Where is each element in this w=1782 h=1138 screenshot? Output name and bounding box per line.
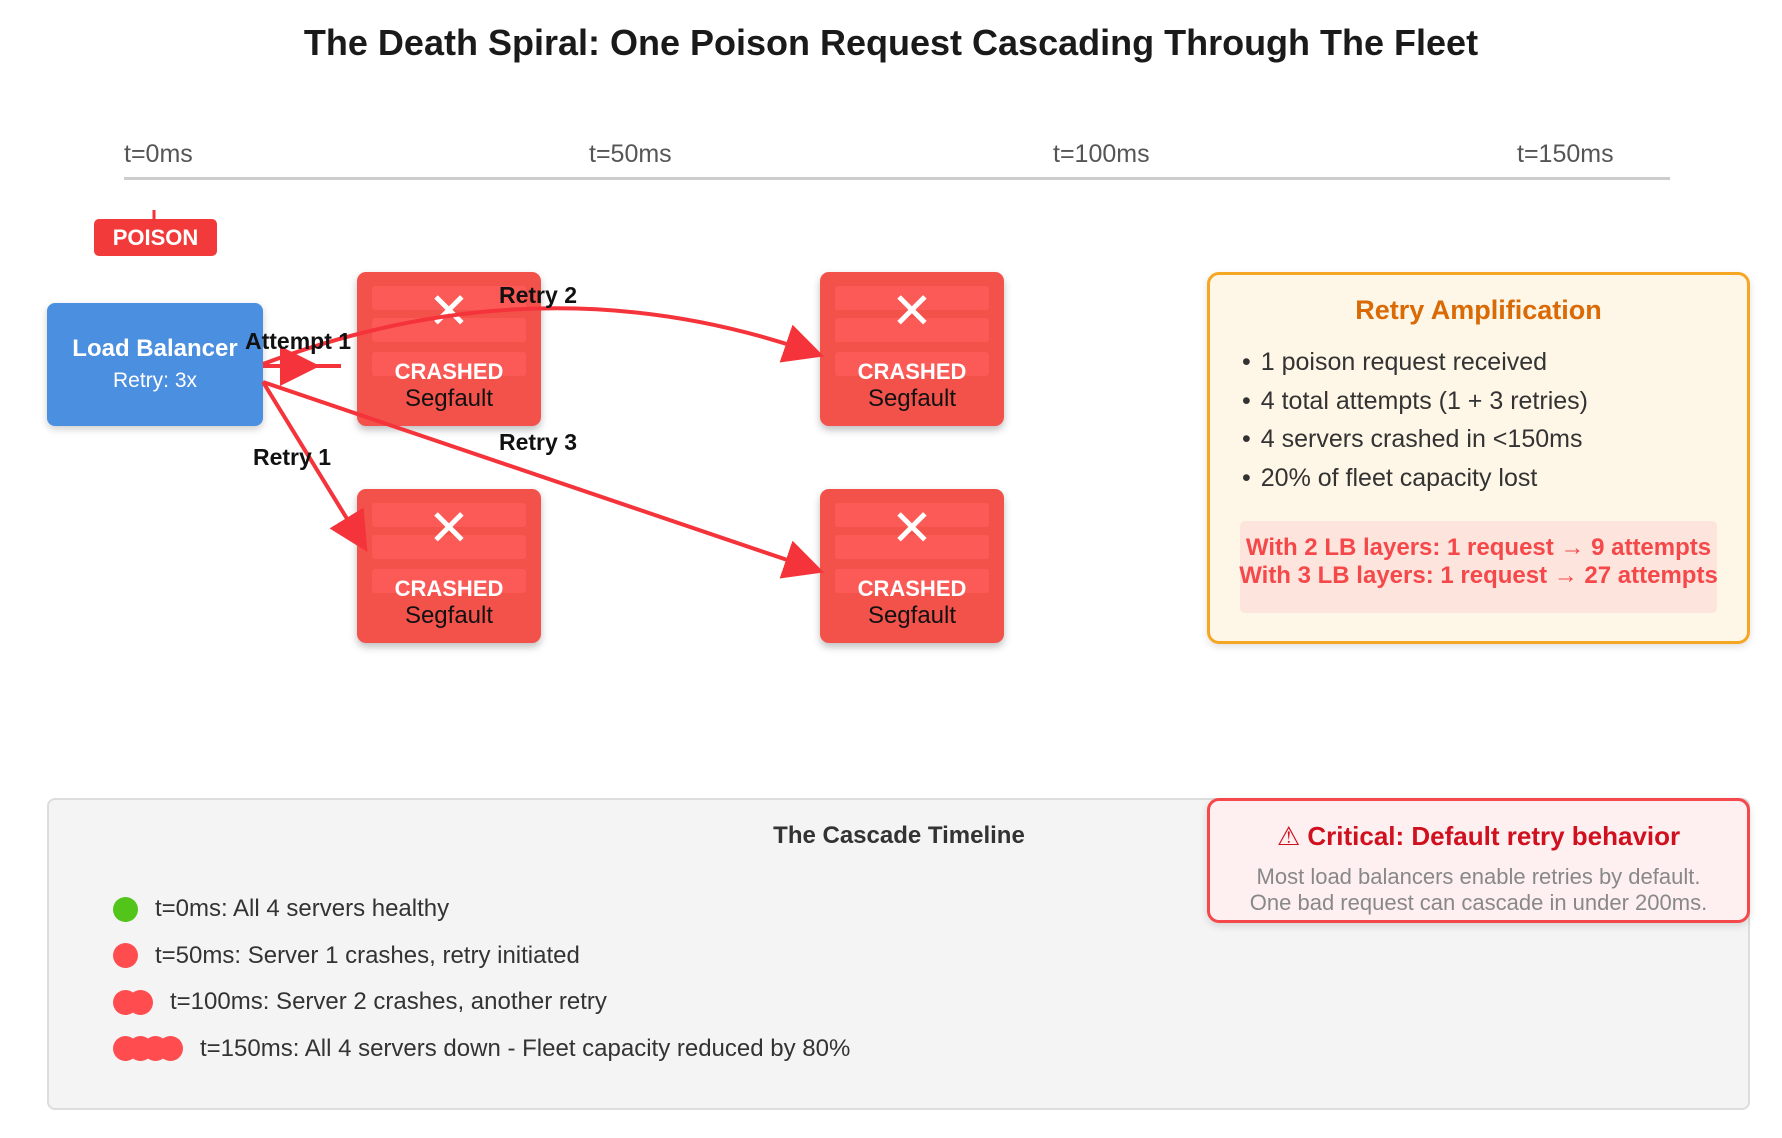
server-node: ✕ CRASHED Segfault [357,272,541,426]
x-icon: ✕ [428,283,470,339]
timeline-axis [124,177,1670,180]
load-balancer-name: Load Balancer [72,335,238,362]
timeline-event: t=100ms: Server 2 crashes, another retry [113,988,607,1016]
status-dots [113,896,138,922]
status-dot [113,896,138,922]
critical-callout: ⚠ Critical: Default retry behavior Most … [1207,798,1750,923]
status-dot [113,943,138,968]
status-dots [113,943,138,968]
status-dots [113,1036,183,1061]
list-item: 1 poison request received [1242,348,1747,387]
server-node: ✕ CRASHED Segfault [820,489,1004,643]
x-icon: ✕ [891,283,933,339]
critical-title: ⚠ Critical: Default retry behavior [1276,821,1681,851]
server-status: CRASHED [394,576,504,601]
amplification-list: 1 poison request received 4 total attemp… [1242,348,1747,502]
critical-line: Most load balancers enable retries by de… [1256,864,1701,889]
retry-2-arrow [262,306,824,366]
attempt-1-label: Attempt 1 [245,328,352,354]
server-reason: Segfault [867,385,957,412]
retry-3-arrow [262,380,824,579]
warning-line: With 3 LB layers: 1 request → 27 attempt… [1239,562,1718,589]
retry-amplification-box: Retry Amplification 1 poison request rec… [1207,272,1750,644]
timeline-tick: t=150ms [1517,140,1614,168]
critical-line: One bad request can cascade in under 200… [1249,890,1708,915]
list-item: 4 total attempts (1 + 3 retries) [1242,387,1747,426]
event-text: t=100ms: Server 2 crashes, another retry [170,988,607,1015]
list-item: 4 servers crashed in <150ms [1242,425,1747,464]
timeline-tick: t=0ms [124,140,193,168]
x-icon: ✕ [891,500,933,556]
arrows-layer [152,210,824,579]
server-reason: Segfault [867,602,957,629]
event-text: t=50ms: Server 1 crashes, retry initiate… [155,941,580,969]
timeline-event: t=150ms: All 4 servers down - Fleet capa… [113,1035,850,1063]
timeline-tick: t=100ms [1053,140,1150,168]
status-dot [158,1036,183,1061]
server-status: CRASHED [857,359,967,384]
event-text: t=150ms: All 4 servers down - Fleet capa… [200,1034,851,1062]
amplification-warning: With 2 LB layers: 1 request → 9 attempts… [1239,521,1718,613]
load-balancer-retry: Retry: 3x [112,369,198,392]
amplification-title: Retry Amplification [1355,295,1602,325]
load-balancer-node: Load Balancer Retry: 3x [47,303,263,426]
list-item: 20% of fleet capacity lost [1242,464,1747,503]
status-dot [128,989,153,1015]
x-icon: ✕ [428,500,470,556]
server-status: CRASHED [857,576,967,601]
warning-line: With 2 LB layers: 1 request → 9 attempts [1245,534,1712,561]
server-status: CRASHED [394,359,504,384]
retry-3-label: Retry 3 [499,429,577,455]
event-text: t=0ms: All 4 servers healthy [155,895,450,922]
timeline-event: t=50ms: Server 1 crashes, retry initiate… [113,942,580,970]
timeline-event: t=0ms: All 4 servers healthy [113,895,449,923]
timeline-tick: t=50ms [589,140,672,168]
retry-2-label: Retry 2 [499,282,577,308]
page-title: The Death Spiral: One Poison Request Cas… [303,22,1479,63]
server-reason: Segfault [404,602,494,629]
poison-badge: POISON [94,219,217,256]
retry-1-label: Retry 1 [253,444,331,470]
server-reason: Segfault [404,385,494,412]
status-dots [113,989,153,1015]
cascade-title: The Cascade Timeline [773,822,1025,849]
server-node: ✕ CRASHED Segfault [357,489,541,643]
server-node: ✕ CRASHED Segfault [820,272,1004,426]
retry-1-arrow [261,380,368,553]
